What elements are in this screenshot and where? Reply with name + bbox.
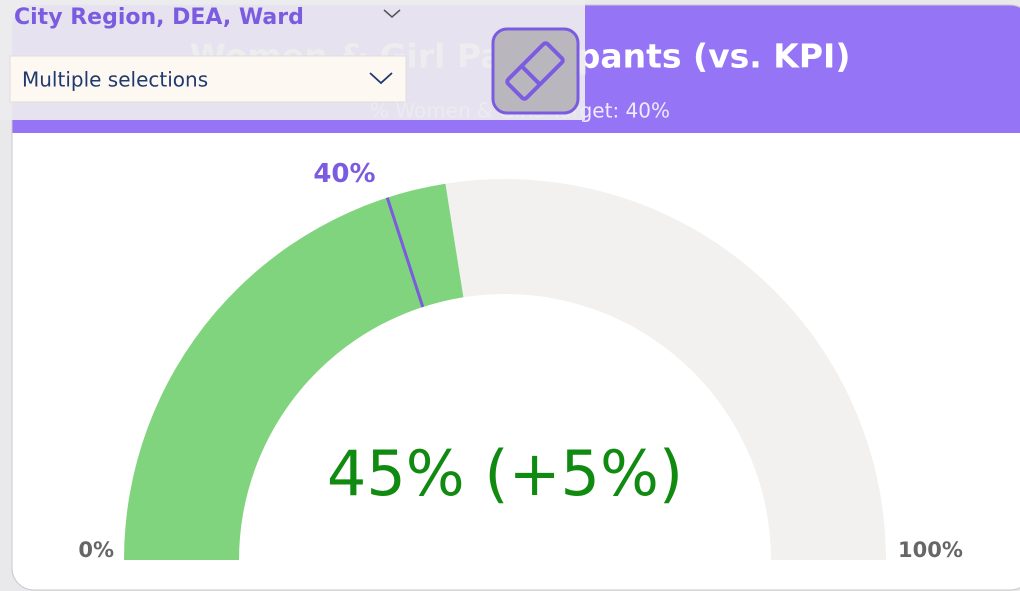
tick-label: 0% (78, 538, 114, 562)
gauge: 40% 45% (+5%) 0% 100% (78, 159, 963, 562)
eraser-icon (505, 41, 565, 101)
slicer-header: City Region, DEA, Ward (14, 5, 304, 30)
tick-label: 100% (898, 538, 963, 562)
slicer[interactable]: City Region, DEA, Ward Multiple selectio… (0, 0, 585, 120)
eraser-button[interactable] (491, 27, 580, 115)
value-label: 45% (+5%) (327, 437, 683, 510)
dropdown[interactable] (9, 55, 407, 103)
header-chevron (383, 9, 401, 18)
target-line (385, 197, 425, 308)
gauge-value (124, 183, 464, 560)
eraser-box (491, 27, 580, 115)
target-label: 40% (313, 159, 375, 189)
dropdown-chevron (369, 72, 393, 85)
dropdown-text: Multiple selections (22, 68, 208, 92)
